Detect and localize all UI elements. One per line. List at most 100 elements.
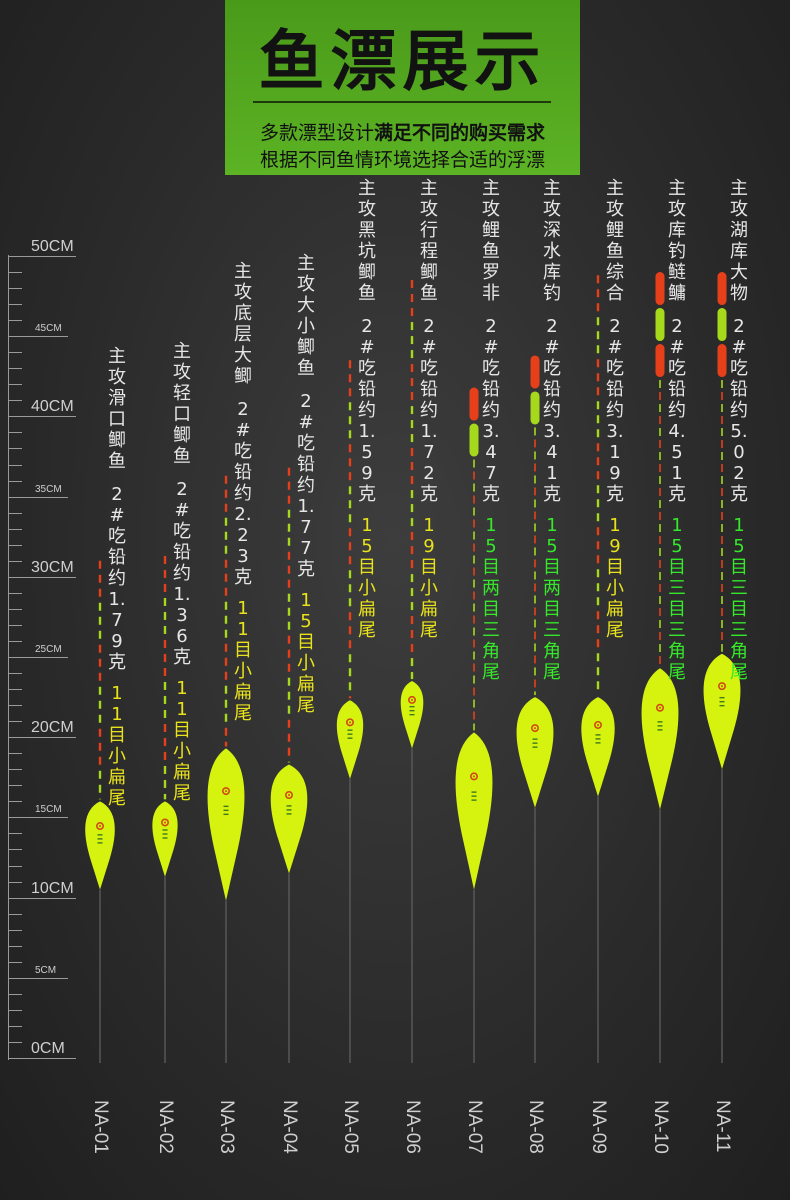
float-target-text: 主攻深水库钓 [543, 178, 561, 304]
ruler-tick [8, 881, 22, 883]
float-body [336, 700, 364, 779]
ruler-tick [8, 817, 68, 819]
float-tail-text: 11目小扁尾 [173, 677, 191, 804]
float-target-text: 主攻鲤鱼罗非 [482, 178, 500, 304]
ruler-label: 0CM [31, 1040, 65, 1057]
float-logo-dot [721, 685, 723, 688]
ruler-tick [8, 384, 22, 386]
float-tail-text: 15目两目三角尾 [543, 515, 561, 683]
ruler-label: 15CM [35, 804, 62, 816]
ruler-tick [8, 721, 22, 723]
float-weight-text: 2#吃铅约4.51克 [668, 316, 686, 505]
ruler-tick [8, 528, 22, 530]
ruler-tick [8, 913, 22, 915]
float-logo-icon [96, 822, 105, 831]
ruler-label: 5CM [35, 964, 57, 976]
float-body [152, 801, 178, 877]
float-tail-text: 15目小扁尾 [358, 515, 376, 641]
ruler-tick [8, 673, 22, 675]
title-banner: 鱼漂展示 多款漂型设计满足不同的购买需求 根据不同鱼情环境选择合适的浮漂 [225, 0, 580, 175]
float-tail-text: 11目小扁尾 [108, 682, 126, 809]
ruler-label: 25CM [35, 644, 62, 655]
float-model-label: NA-11 [712, 1100, 733, 1153]
banner-title: 鱼漂展示 [258, 23, 547, 100]
ruler-tick [8, 608, 22, 610]
float-body [455, 732, 493, 890]
ruler-tick [8, 288, 22, 290]
ruler-tick [8, 640, 22, 642]
float-logo-icon [469, 772, 478, 781]
ruler-tick [8, 1025, 22, 1027]
ruler-tick [8, 512, 22, 514]
ruler-tick [8, 1058, 76, 1059]
ruler-tick [8, 929, 22, 931]
float-body [581, 697, 615, 797]
ruler-tick [8, 416, 76, 418]
float-weight-text: 2#吃铅约3.47克 [482, 316, 500, 505]
ruler-tick [8, 544, 22, 546]
float-target-text: 主攻鲤鱼综合 [606, 178, 624, 304]
float-logo-dot [349, 721, 351, 724]
ruler-tick [8, 624, 22, 626]
float-weight-text: 2#吃铅约2.23克 [234, 398, 252, 588]
float-weight-text: 2#吃铅约3.19克 [606, 316, 624, 505]
float-weight-text: 2#吃铅约1.77克 [297, 390, 315, 580]
ruler-tick [8, 961, 22, 963]
ruler-tick [8, 689, 22, 691]
ruler-label: 45CM [35, 323, 62, 335]
ruler-tick [8, 737, 76, 739]
float-tip-capsule [655, 272, 665, 306]
float-target-text: 主攻轻口鲫鱼 [173, 340, 191, 467]
float-tail-text: 15目小扁尾 [297, 589, 315, 716]
float-logo-dot [164, 821, 166, 824]
float-body [516, 697, 554, 808]
ruler-tick [8, 560, 22, 562]
float-logo-icon [222, 787, 231, 796]
float-logo-dot [597, 723, 599, 726]
float-logo-icon [717, 682, 726, 691]
banner-subtitle-line1: 多款漂型设计满足不同的购买需求 [225, 118, 580, 145]
ruler-tick [8, 400, 22, 402]
ruler-label: 30CM [31, 558, 74, 576]
float-tail-text: 19目小扁尾 [420, 515, 438, 641]
ruler-tick [8, 480, 22, 482]
float-logo-icon [407, 695, 416, 704]
ruler-tick [8, 849, 22, 851]
float-tail-text: 19目小扁尾 [606, 515, 624, 641]
ruler-label: 40CM [31, 398, 74, 416]
float-weight-text: 2#吃铅约5.02克 [730, 316, 748, 505]
float-tip-capsule [717, 272, 727, 306]
ruler-tick [8, 272, 22, 274]
ruler-tick [8, 769, 22, 771]
float-body [641, 668, 679, 810]
float-tip-capsule [530, 391, 540, 425]
ruler-label: 35CM [35, 483, 62, 495]
ruler-tick [8, 657, 68, 658]
float-logo-icon [284, 791, 293, 800]
ruler-tick [8, 993, 22, 995]
float-tail-text: 15目两目三角尾 [482, 515, 500, 683]
float-body [85, 801, 115, 890]
float-tail-text: 15目三目三角尾 [668, 515, 686, 683]
float-logo-dot [99, 825, 101, 828]
ruler-tick [8, 865, 22, 867]
float-logo-icon [593, 720, 602, 729]
subtitle-emphasis: 满足不同的购买需求 [374, 122, 546, 144]
float-logo-dot [411, 698, 413, 701]
